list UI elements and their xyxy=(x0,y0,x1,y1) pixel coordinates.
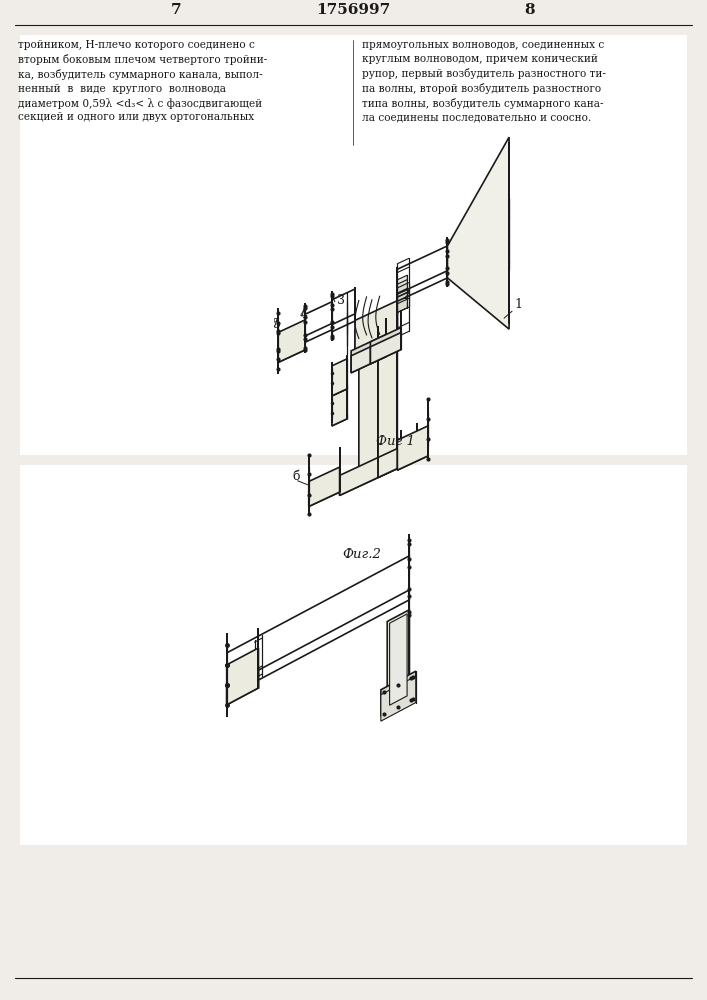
Text: 1: 1 xyxy=(514,298,522,311)
Polygon shape xyxy=(448,137,509,329)
Polygon shape xyxy=(378,440,416,477)
Polygon shape xyxy=(397,288,407,308)
Text: 8: 8 xyxy=(525,3,535,17)
Text: тройником, Н-плечо которого соединено с
вторым боковым плечом четвертого тройни-: тройником, Н-плечо которого соединено с … xyxy=(18,40,267,122)
Polygon shape xyxy=(355,310,397,360)
Text: 7: 7 xyxy=(170,3,181,17)
Polygon shape xyxy=(227,648,259,705)
Polygon shape xyxy=(309,467,339,506)
Polygon shape xyxy=(387,678,409,709)
Polygon shape xyxy=(359,342,378,471)
Text: 1756997: 1756997 xyxy=(316,3,390,17)
Polygon shape xyxy=(332,415,347,426)
Polygon shape xyxy=(278,337,305,363)
Polygon shape xyxy=(359,446,378,471)
Text: 4: 4 xyxy=(300,308,308,321)
Polygon shape xyxy=(378,437,397,462)
Polygon shape xyxy=(370,332,401,364)
Polygon shape xyxy=(397,293,407,312)
Polygon shape xyxy=(397,275,407,295)
Polygon shape xyxy=(332,389,347,426)
Polygon shape xyxy=(339,447,401,495)
Polygon shape xyxy=(309,472,339,506)
Text: 3: 3 xyxy=(337,294,345,307)
Polygon shape xyxy=(370,327,401,364)
Text: прямоугольных волноводов, соединенных с
круглым волноводом, причем конический
ру: прямоугольных волноводов, соединенных с … xyxy=(362,40,606,122)
Polygon shape xyxy=(397,436,428,470)
Polygon shape xyxy=(397,426,428,470)
Bar xyxy=(20,465,687,845)
Text: Фиг 1: Фиг 1 xyxy=(375,435,414,448)
Text: б: б xyxy=(293,470,300,483)
Polygon shape xyxy=(378,443,416,477)
Polygon shape xyxy=(390,614,407,705)
Polygon shape xyxy=(332,385,347,396)
Polygon shape xyxy=(397,280,407,299)
Polygon shape xyxy=(381,671,416,716)
Polygon shape xyxy=(387,610,409,709)
Polygon shape xyxy=(227,668,259,705)
Polygon shape xyxy=(351,340,386,373)
Polygon shape xyxy=(355,301,397,360)
Text: 5: 5 xyxy=(273,318,281,331)
Text: 2: 2 xyxy=(402,289,410,302)
Polygon shape xyxy=(339,450,401,495)
Polygon shape xyxy=(278,320,305,363)
Text: Фиг.2: Фиг.2 xyxy=(342,548,381,561)
Polygon shape xyxy=(332,359,347,396)
Polygon shape xyxy=(381,676,416,721)
Bar xyxy=(20,35,687,455)
Polygon shape xyxy=(378,333,397,462)
Polygon shape xyxy=(351,335,386,373)
